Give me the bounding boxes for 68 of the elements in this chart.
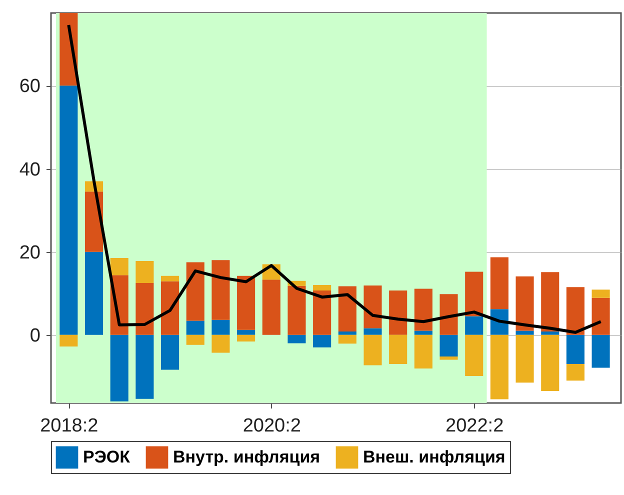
bar bbox=[136, 260, 154, 283]
x-tick-label: 2018:2 bbox=[40, 416, 98, 436]
bar bbox=[364, 328, 382, 335]
bar bbox=[338, 286, 356, 332]
bar bbox=[465, 272, 484, 316]
y-tick-label: 60 bbox=[19, 76, 40, 98]
bar bbox=[313, 285, 332, 290]
bar bbox=[288, 286, 306, 335]
legend-label: Внутр. инфляция bbox=[173, 447, 320, 466]
bar bbox=[110, 334, 128, 402]
bar bbox=[136, 282, 154, 335]
bar bbox=[313, 290, 332, 335]
bar bbox=[414, 288, 432, 331]
bar bbox=[541, 334, 560, 391]
bar bbox=[161, 281, 180, 335]
bar bbox=[516, 276, 534, 331]
bar bbox=[60, 334, 78, 347]
legend-label: РЭОК bbox=[83, 447, 131, 466]
bar bbox=[212, 320, 230, 335]
bar bbox=[60, 86, 78, 335]
bar bbox=[465, 334, 484, 376]
y-tick-label: 0 bbox=[30, 325, 40, 346]
x-tick-label: 2022:2 bbox=[446, 416, 504, 436]
bar bbox=[136, 334, 154, 399]
bar bbox=[389, 334, 408, 364]
bar bbox=[262, 280, 280, 335]
x-tick-label: 2020:2 bbox=[242, 416, 301, 436]
bar bbox=[338, 332, 356, 335]
bar bbox=[566, 287, 584, 335]
bar bbox=[364, 334, 382, 366]
bar bbox=[440, 294, 458, 335]
bar bbox=[516, 334, 534, 383]
bar bbox=[237, 276, 256, 330]
bar bbox=[490, 257, 508, 310]
bar bbox=[516, 330, 534, 335]
y-tick-label: 20 bbox=[19, 242, 40, 264]
bar bbox=[186, 334, 204, 345]
bar bbox=[313, 334, 332, 348]
bar bbox=[110, 258, 128, 276]
bar bbox=[237, 334, 256, 342]
bar bbox=[592, 334, 610, 368]
bar bbox=[592, 290, 610, 298]
bar bbox=[414, 334, 432, 369]
bar bbox=[566, 364, 584, 381]
bar bbox=[212, 260, 230, 320]
bar bbox=[541, 272, 560, 332]
bar bbox=[541, 332, 560, 335]
y-tick-label: 40 bbox=[19, 159, 40, 180]
bar bbox=[592, 298, 610, 335]
bar bbox=[288, 334, 306, 344]
bar bbox=[186, 320, 204, 335]
bar bbox=[364, 285, 382, 328]
bar bbox=[84, 252, 104, 335]
bar bbox=[389, 290, 408, 335]
bar bbox=[212, 334, 230, 353]
bar bbox=[338, 334, 356, 344]
legend-label: Внеш. инфляция bbox=[363, 447, 506, 466]
bar bbox=[186, 262, 204, 321]
bar bbox=[465, 316, 484, 335]
bar bbox=[161, 276, 180, 282]
bar bbox=[414, 330, 432, 335]
bar bbox=[161, 334, 180, 370]
bar bbox=[566, 334, 584, 364]
line-series bbox=[67, 24, 602, 334]
bar bbox=[440, 334, 458, 356]
bar bbox=[237, 330, 256, 335]
bar bbox=[490, 334, 508, 400]
bar bbox=[440, 356, 458, 360]
